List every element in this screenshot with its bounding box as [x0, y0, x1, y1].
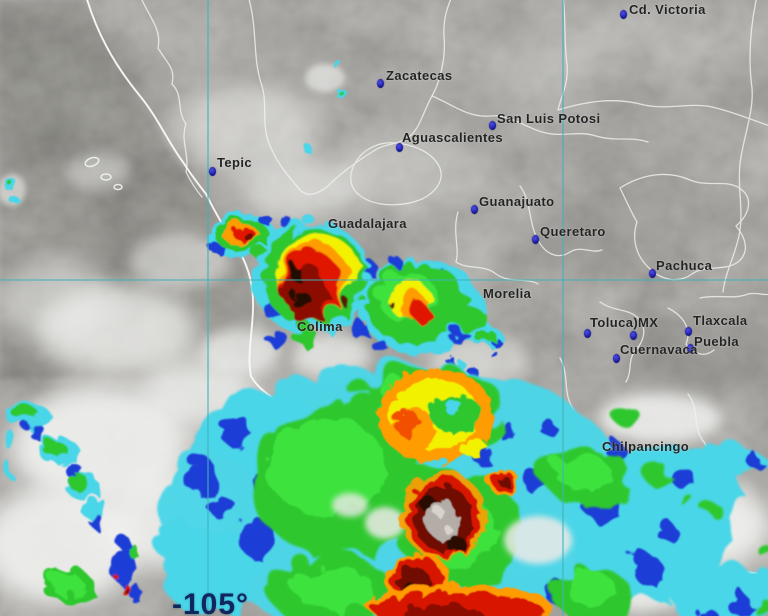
storm-cell-main-west — [245, 213, 372, 340]
storm-cell-small-se — [441, 324, 500, 373]
system-orange-arc — [374, 364, 490, 460]
storm-cells — [0, 56, 768, 616]
system-cold-core-eye — [398, 468, 482, 556]
islands — [84, 156, 123, 191]
storm-cell-center — [337, 251, 487, 347]
storm-left-band — [0, 394, 138, 597]
small-cold-specks — [0, 56, 343, 200]
system-inner-white — [332, 493, 572, 564]
tropical-system — [150, 355, 768, 616]
system-south-core — [363, 465, 547, 616]
